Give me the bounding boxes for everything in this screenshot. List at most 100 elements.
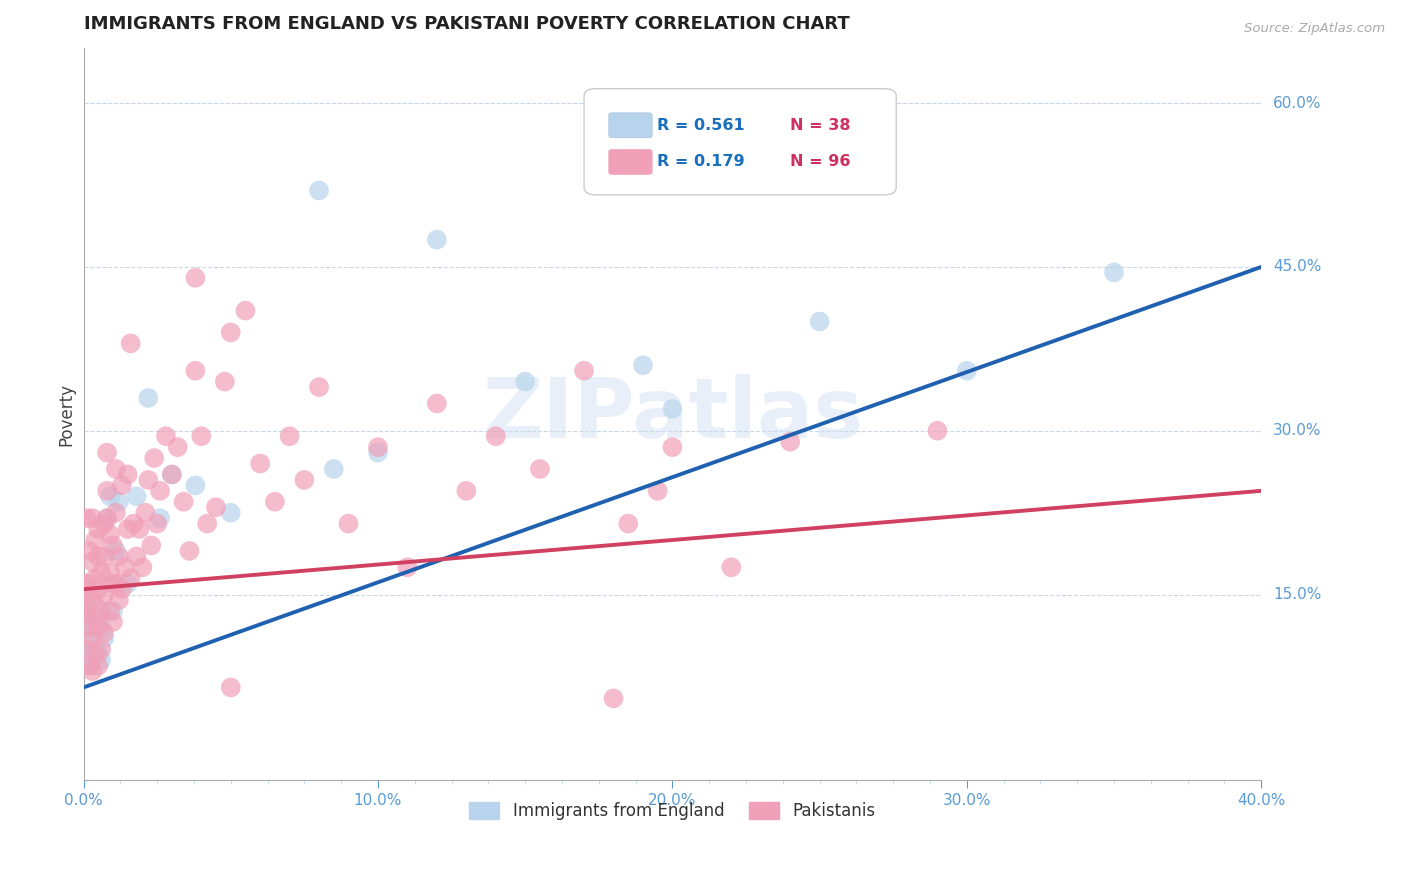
Point [93, 516, 115, 531]
Point [93, 625, 115, 640]
Point [101, 604, 124, 618]
Point [179, 544, 201, 558]
Point [87, 620, 110, 634]
Text: N = 96: N = 96 [790, 154, 851, 169]
Point [661, 440, 683, 454]
Point [75, 642, 97, 657]
Point [75, 511, 97, 525]
Point [104, 544, 127, 558]
Point [93, 588, 115, 602]
Point [128, 522, 150, 536]
Point [82, 555, 104, 569]
Point [111, 582, 134, 596]
Point [104, 576, 127, 591]
Point [927, 424, 949, 438]
Point [96, 511, 118, 525]
Point [120, 336, 142, 351]
Point [104, 506, 127, 520]
Point [87, 658, 110, 673]
Point [367, 445, 389, 459]
Point [184, 270, 207, 285]
Point [143, 451, 166, 466]
Text: 45.0%: 45.0% [1272, 260, 1322, 275]
Point [84, 609, 107, 624]
Point [125, 549, 148, 564]
Point [308, 380, 330, 394]
Point [214, 375, 236, 389]
Point [73, 599, 96, 613]
Point [308, 184, 330, 198]
Point [173, 495, 195, 509]
Point [90, 642, 112, 657]
Point [84, 533, 107, 547]
Point [337, 516, 360, 531]
Point [87, 582, 110, 596]
Text: R = 0.179: R = 0.179 [657, 154, 745, 169]
Legend: Immigrants from England, Pakistanis: Immigrants from England, Pakistanis [463, 796, 883, 827]
Point [956, 364, 979, 378]
Point [96, 445, 118, 459]
Point [90, 653, 112, 667]
Point [166, 440, 188, 454]
Point [104, 462, 127, 476]
Point [195, 516, 218, 531]
Point [82, 632, 104, 646]
Point [264, 495, 287, 509]
Text: 30.0%: 30.0% [1272, 424, 1322, 438]
Point [77, 642, 100, 657]
Point [90, 620, 112, 634]
Point [602, 691, 624, 706]
Point [75, 609, 97, 624]
Point [87, 549, 110, 564]
Point [219, 681, 242, 695]
Text: Source: ZipAtlas.com: Source: ZipAtlas.com [1244, 22, 1385, 36]
Point [235, 303, 257, 318]
FancyBboxPatch shape [609, 150, 652, 174]
Point [98, 489, 121, 503]
Point [190, 429, 212, 443]
Point [134, 506, 156, 520]
Point [141, 538, 163, 552]
Point [529, 462, 551, 476]
Point [87, 648, 110, 662]
Point [122, 516, 145, 531]
Point [75, 576, 97, 591]
Point [146, 516, 169, 531]
Point [108, 593, 131, 607]
Point [75, 620, 97, 634]
FancyBboxPatch shape [583, 88, 896, 194]
Point [631, 358, 654, 372]
Point [101, 615, 124, 629]
Point [149, 511, 172, 525]
Point [79, 588, 101, 602]
Point [93, 632, 115, 646]
Point [219, 506, 242, 520]
Point [278, 429, 301, 443]
Point [155, 429, 177, 443]
Point [73, 576, 96, 591]
Point [396, 560, 419, 574]
Point [367, 440, 389, 454]
Point [96, 511, 118, 525]
Point [101, 576, 124, 591]
Point [426, 396, 449, 410]
Text: 60.0%: 60.0% [1272, 95, 1322, 111]
Point [720, 560, 742, 574]
Point [108, 549, 131, 564]
Point [661, 401, 683, 416]
Point [87, 609, 110, 624]
Point [84, 642, 107, 657]
Point [79, 658, 101, 673]
Point [647, 483, 669, 498]
Point [515, 375, 537, 389]
Point [111, 478, 134, 492]
Point [485, 429, 508, 443]
Point [73, 648, 96, 662]
Point [136, 391, 159, 405]
Point [136, 473, 159, 487]
Point [125, 489, 148, 503]
Point [205, 500, 228, 515]
Point [160, 467, 183, 482]
Point [93, 549, 115, 564]
Point [184, 364, 207, 378]
